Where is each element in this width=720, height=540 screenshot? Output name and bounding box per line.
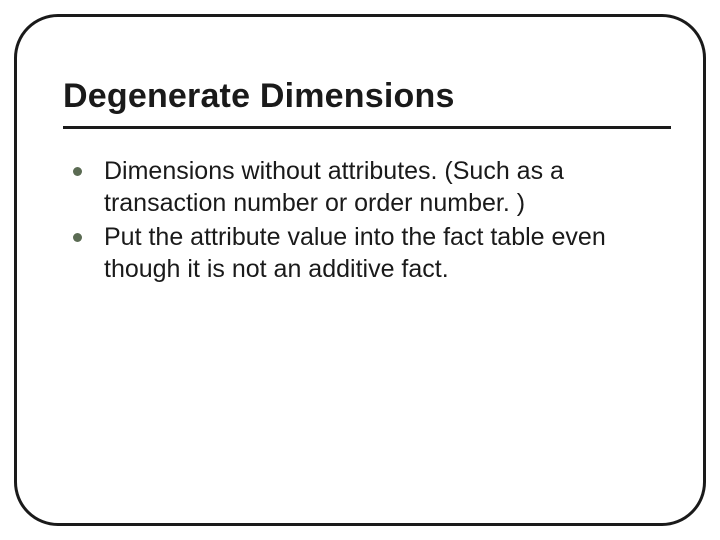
bullet-icon	[73, 167, 82, 176]
bullet-icon	[73, 233, 82, 242]
title-block: Degenerate Dimensions	[63, 77, 671, 129]
list-item: Put the attribute value into the fact ta…	[71, 221, 667, 285]
list-item: Dimensions without attributes. (Such as …	[71, 155, 667, 219]
title-underline	[63, 126, 671, 129]
bullet-text: Put the attribute value into the fact ta…	[104, 221, 667, 285]
slide-title: Degenerate Dimensions	[63, 77, 671, 120]
slide-frame: Degenerate Dimensions Dimensions without…	[14, 14, 706, 526]
bullet-text: Dimensions without attributes. (Such as …	[104, 155, 667, 219]
bullet-list: Dimensions without attributes. (Such as …	[71, 155, 667, 287]
